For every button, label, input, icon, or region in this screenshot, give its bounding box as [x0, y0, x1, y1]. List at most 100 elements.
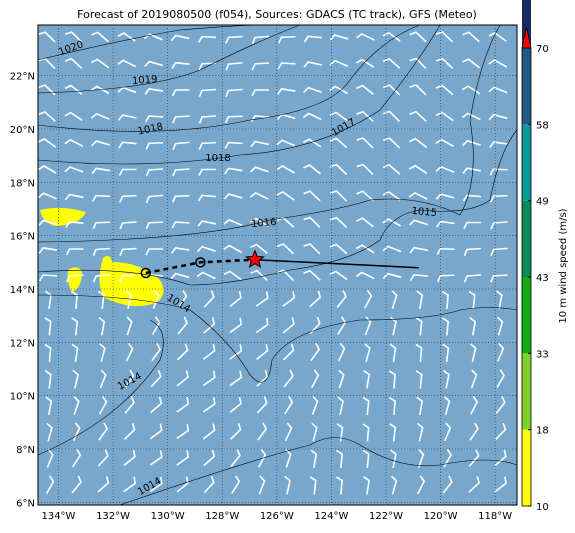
- wind-barb: [71, 343, 79, 363]
- wind-barb: [303, 190, 321, 202]
- barb-shape: [73, 396, 80, 415]
- barb-shape: [382, 110, 401, 123]
- barb-shape: [496, 290, 503, 310]
- wind-barb: [126, 316, 133, 336]
- barb-shape: [249, 191, 269, 200]
- wind-barb: [311, 369, 320, 389]
- wind-barb: [150, 396, 163, 414]
- wind-barb: [37, 165, 57, 174]
- isobar: [37, 24, 301, 94]
- isobar: [37, 129, 518, 286]
- barb-shape: [284, 422, 293, 442]
- wind-barb: [355, 244, 375, 254]
- wind-barb: [117, 114, 137, 121]
- barb-shape: [303, 269, 321, 281]
- barb-shape: [125, 342, 134, 362]
- barb-shape: [363, 476, 370, 495]
- wind-barb: [46, 448, 54, 468]
- wind-barb: [389, 343, 397, 363]
- barb-shape: [391, 290, 398, 309]
- barb-shape: [311, 369, 320, 389]
- wind-barb: [170, 272, 190, 280]
- wind-barb: [256, 396, 268, 414]
- barb-shape: [98, 395, 108, 415]
- wind-barb: [490, 274, 508, 283]
- wind-barb: [496, 369, 505, 388]
- y-tick-label: 22°N: [10, 72, 35, 83]
- wind-barb: [229, 370, 243, 387]
- barb-shape: [225, 35, 243, 44]
- isobar: [119, 437, 518, 506]
- barb-shape: [144, 60, 163, 68]
- barb-shape: [390, 449, 397, 469]
- barb-shape: [415, 317, 423, 336]
- wind-barb: [149, 450, 163, 466]
- barb-shape: [152, 289, 160, 309]
- y-tick-label: 20°N: [10, 125, 35, 136]
- wind-barb: [71, 475, 82, 494]
- wind-barb: [364, 343, 371, 362]
- wind-barb: [145, 248, 163, 256]
- barb-shape: [144, 88, 164, 95]
- colorbar-tick-label: 10: [536, 502, 549, 513]
- barb-shape: [196, 271, 216, 280]
- barb-shape: [38, 219, 57, 227]
- wind-barb: [382, 163, 401, 175]
- wind-barb: [225, 35, 243, 44]
- x-tick-label: 124°W: [314, 511, 348, 522]
- barb-shape: [335, 449, 343, 469]
- wind-barb: [90, 85, 110, 95]
- barb-shape: [416, 396, 423, 416]
- barb-shape: [417, 449, 425, 468]
- wind-barb: [311, 422, 318, 442]
- barb-shape: [197, 220, 217, 227]
- y-tick-label: 12°N: [10, 338, 35, 349]
- barb-shape: [231, 475, 241, 494]
- colorbar: [521, 0, 532, 507]
- storm-position: [245, 249, 265, 268]
- barb-shape: [172, 141, 190, 151]
- wind-barb: [117, 32, 136, 42]
- wind-barb: [329, 85, 348, 95]
- barb-shape: [303, 86, 322, 94]
- wind-barb: [462, 58, 481, 69]
- y-tick-label: 6°N: [16, 498, 35, 509]
- barb-shape: [336, 423, 344, 442]
- y-tick-label: 18°N: [10, 178, 35, 189]
- wind-barb: [382, 110, 401, 123]
- colorbar-tick-label: 58: [536, 120, 549, 131]
- barb-shape: [72, 448, 82, 468]
- barb-shape: [92, 247, 111, 256]
- barb-shape: [462, 31, 480, 43]
- wind-barb: [196, 271, 216, 280]
- wind-barb: [408, 191, 428, 200]
- wind-barb: [38, 31, 56, 43]
- barb-shape: [309, 290, 322, 308]
- barb-shape: [202, 370, 216, 387]
- wind-barb: [250, 243, 268, 255]
- barb-shape: [176, 450, 190, 466]
- wind-barb: [38, 137, 57, 148]
- barb-shape: [45, 396, 53, 416]
- barb-shape: [276, 243, 295, 255]
- barb-shape: [203, 317, 216, 334]
- barb-shape: [329, 216, 348, 228]
- barb-shape: [283, 369, 294, 388]
- barb-shape: [71, 317, 79, 336]
- barb-shape: [284, 395, 294, 415]
- wind-barb: [73, 396, 80, 415]
- wind-barb: [409, 57, 427, 70]
- wind-barb: [149, 423, 163, 440]
- wind-barb: [203, 317, 216, 334]
- wind-barb: [256, 370, 269, 387]
- wind-barb: [337, 342, 346, 362]
- wind-barb: [284, 422, 293, 442]
- wind-barb: [495, 422, 507, 441]
- wind-barb: [470, 395, 479, 415]
- wind-barb: [198, 62, 217, 71]
- barb-shape: [64, 138, 84, 147]
- wind-barb: [409, 31, 427, 43]
- barb-shape: [171, 61, 190, 69]
- barb-shape: [310, 343, 321, 362]
